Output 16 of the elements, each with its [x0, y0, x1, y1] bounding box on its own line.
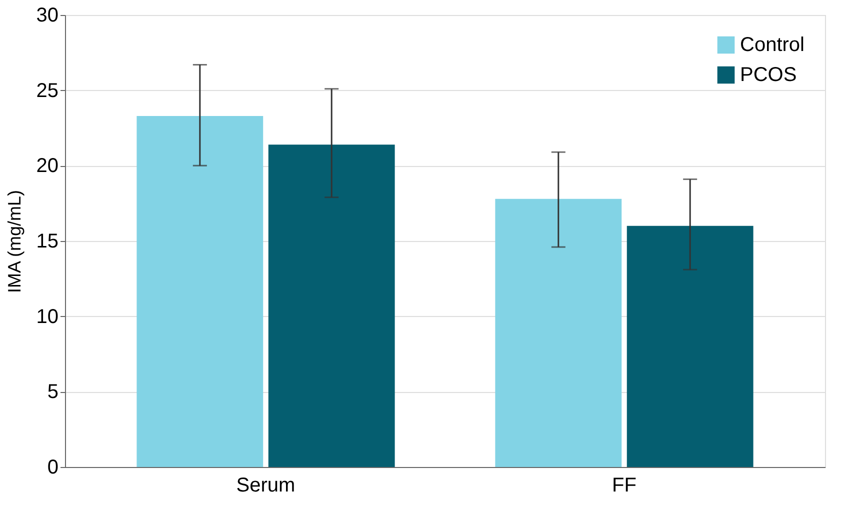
y-tick-label: 10 [36, 306, 58, 328]
bar [626, 226, 754, 467]
x-tick-label: Serum [236, 474, 296, 496]
bar [268, 144, 395, 467]
y-tick-label: 30 [36, 4, 58, 26]
y-tick-label: 20 [36, 155, 58, 178]
y-axis-title: IMA (mg/mL) [4, 190, 24, 294]
legend-label: Control [740, 34, 804, 56]
bar [495, 198, 622, 467]
x-tick-label: FF [612, 474, 636, 496]
bar [136, 116, 264, 467]
y-tick-label: 5 [47, 381, 58, 404]
y-tick-label: 0 [47, 456, 58, 478]
y-tick-label: 25 [36, 80, 58, 102]
legend-label: PCOS [740, 64, 797, 86]
y-tick-label: 15 [36, 230, 58, 252]
